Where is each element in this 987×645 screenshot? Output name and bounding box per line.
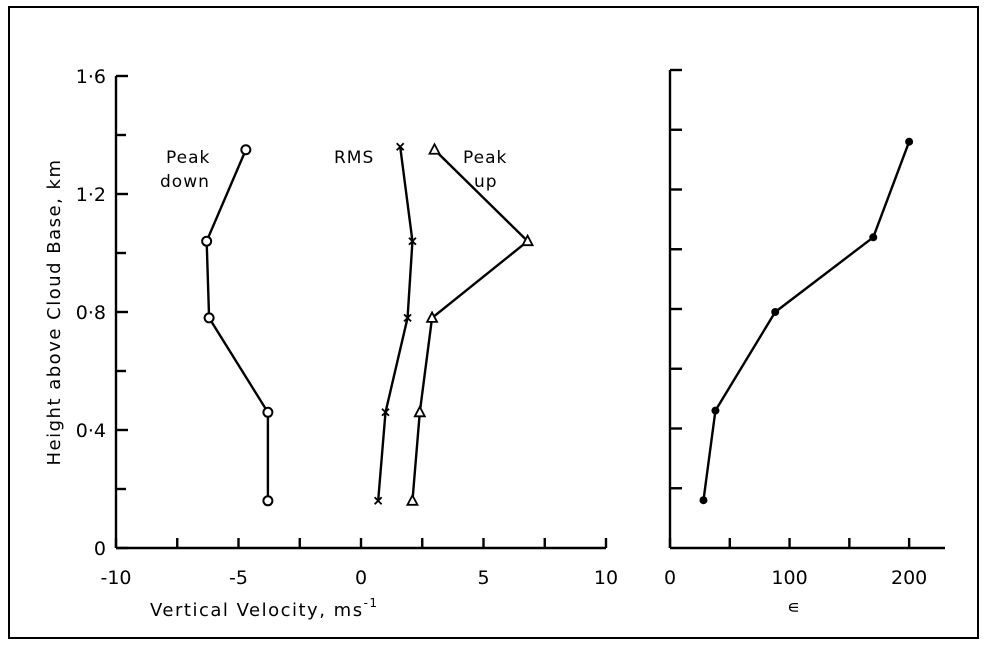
x-tick-label: -5	[229, 567, 248, 589]
point-rms	[381, 408, 390, 417]
epsilon-panel: 0 100 200 ∊	[664, 68, 945, 618]
y-tick-label: 1·6	[76, 66, 106, 88]
point-epsilon	[905, 137, 914, 146]
velocity-y-ticks: 0 0·4 0·8 1·2 1·6	[76, 66, 128, 560]
point-peak-up	[405, 493, 419, 506]
point-rms	[403, 313, 412, 323]
x-tick-label: -10	[100, 567, 131, 589]
point-peak-down	[262, 495, 274, 507]
velocity-series	[201, 142, 535, 507]
point-peak-up	[428, 142, 441, 155]
point-epsilon	[771, 307, 780, 316]
point-peak-up	[521, 233, 535, 247]
point-peak-up	[413, 404, 427, 418]
point-epsilon	[699, 496, 708, 505]
velocity-x-ticks: -10 -5 0 5 10	[100, 538, 618, 589]
figure-frame	[8, 6, 979, 639]
y-tick-label: 0	[94, 538, 106, 560]
point-rms	[374, 496, 383, 505]
annotation-rms: RMS	[334, 148, 374, 168]
point-mark	[403, 313, 412, 323]
epsilon-series	[699, 137, 914, 505]
epsilon-x-ticks: 0 100 200	[664, 538, 927, 589]
velocity-y-axis-title: Height above Cloud Base, km	[44, 158, 65, 465]
x-tick-label: 100	[771, 567, 807, 589]
x-tick-label: 0	[355, 567, 367, 589]
point-rms	[408, 237, 417, 246]
x-tick-label: 200	[891, 567, 927, 589]
epsilon-x-axis-title: ∊	[787, 597, 801, 618]
point-peak-down	[262, 406, 274, 418]
point-epsilon	[869, 233, 878, 242]
annotation-peak-down-2: down	[160, 172, 210, 192]
epsilon-y-ticks	[670, 68, 682, 490]
point-peak-up	[425, 310, 439, 323]
annotation-peak-up-1: Peak	[463, 148, 507, 168]
series-line-epsilon	[702, 141, 911, 501]
x-tick-label: 10	[594, 567, 618, 589]
point-peak-down	[201, 235, 213, 247]
y-tick-label: 0·4	[76, 420, 106, 442]
point-peak-down	[240, 144, 252, 156]
point-epsilon	[711, 406, 720, 415]
point-mark	[396, 142, 405, 151]
velocity-x-axis-title: Vertical Velocity, ms-1	[150, 596, 379, 621]
point-rms	[396, 142, 405, 151]
annotation-peak-down-1: Peak	[166, 148, 210, 168]
series-line-peak-up	[411, 148, 530, 501]
x-tick-label: 5	[477, 567, 489, 589]
series-line-peak-down	[205, 149, 270, 501]
x-tick-label: 0	[664, 567, 676, 589]
y-tick-label: 0·8	[76, 302, 106, 324]
point-peak-down	[203, 312, 215, 324]
point-mark	[381, 408, 390, 417]
annotation-peak-up-2: up	[474, 172, 498, 192]
series-line-rms	[376, 146, 414, 501]
point-mark	[374, 496, 383, 505]
y-tick-label: 1·2	[76, 184, 106, 206]
velocity-panel: 0 0·4 0·8 1·2 1·6 -10 -5 0 5 10 Peak down RMS Pe…	[44, 66, 618, 621]
point-mark	[408, 237, 417, 246]
